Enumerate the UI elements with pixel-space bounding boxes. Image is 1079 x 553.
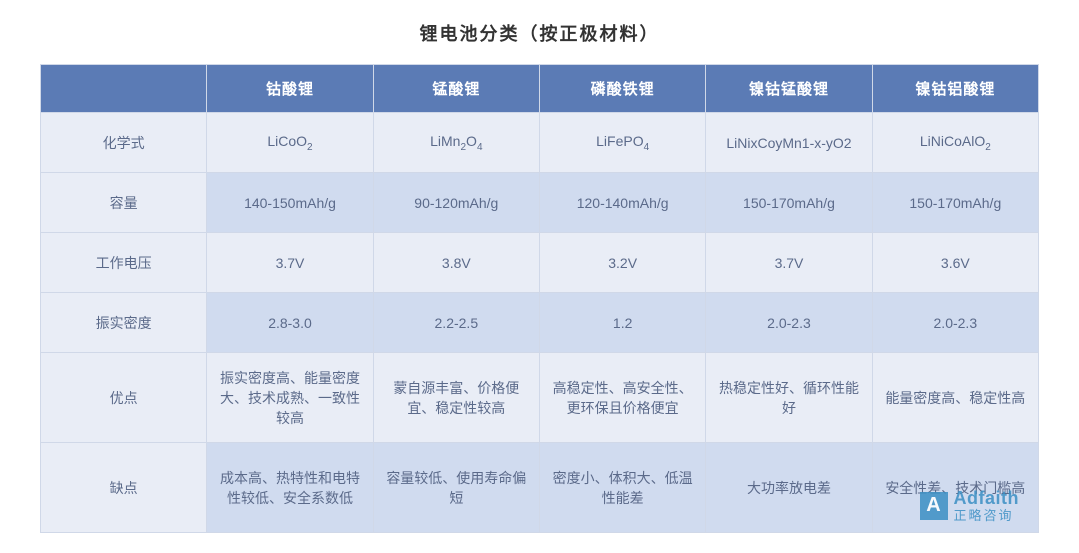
table-row: 容量140-150mAh/g90-120mAh/g120-140mAh/g150… <box>41 173 1039 233</box>
table-cell: 150-170mAh/g <box>872 173 1038 233</box>
row-label: 容量 <box>41 173 207 233</box>
table-cell: 120-140mAh/g <box>539 173 705 233</box>
table-cell: 热稳定性好、循环性能好 <box>706 353 872 443</box>
table-header-row: 钴酸锂 锰酸锂 磷酸铁锂 镍钴锰酸锂 镍钴铝酸锂 <box>41 65 1039 113</box>
table-cell: LiMn2O4 <box>373 113 539 173</box>
row-label: 工作电压 <box>41 233 207 293</box>
table-cell: 140-150mAh/g <box>207 173 373 233</box>
table-cell: 大功率放电差 <box>706 443 872 533</box>
header-col: 磷酸铁锂 <box>539 65 705 113</box>
table-row: 缺点成本高、热特性和电特性较低、安全系数低容量较低、使用寿命偏短密度小、体积大、… <box>41 443 1039 533</box>
table-cell: 2.0-2.3 <box>706 293 872 353</box>
row-label: 缺点 <box>41 443 207 533</box>
header-empty <box>41 65 207 113</box>
table-cell: 2.0-2.3 <box>872 293 1038 353</box>
header-col: 锰酸锂 <box>373 65 539 113</box>
table-row: 工作电压3.7V3.8V3.2V3.7V3.6V <box>41 233 1039 293</box>
table-cell: 高稳定性、高安全性、更环保且价格便宜 <box>539 353 705 443</box>
table-cell: 3.7V <box>706 233 872 293</box>
header-col: 钴酸锂 <box>207 65 373 113</box>
row-label: 振实密度 <box>41 293 207 353</box>
table-cell: LiFePO4 <box>539 113 705 173</box>
row-label: 优点 <box>41 353 207 443</box>
table-cell: 蒙自源丰富、价格便宜、稳定性较高 <box>373 353 539 443</box>
table-cell: 密度小、体积大、低温性能差 <box>539 443 705 533</box>
table-row: 振实密度2.8-3.02.2-2.51.22.0-2.32.0-2.3 <box>41 293 1039 353</box>
table-cell: LiNixCoyMn1-x-yO2 <box>706 113 872 173</box>
table-row: 优点振实密度高、能量密度大、技术成熟、一致性较高蒙自源丰富、价格便宜、稳定性较高… <box>41 353 1039 443</box>
table-cell: 3.8V <box>373 233 539 293</box>
table-cell: 3.6V <box>872 233 1038 293</box>
table-cell: 2.2-2.5 <box>373 293 539 353</box>
page-title: 锂电池分类（按正极材料） <box>40 20 1039 46</box>
table-cell: LiNiCoAlO2 <box>872 113 1038 173</box>
table-row: 化学式LiCoO2LiMn2O4LiFePO4LiNixCoyMn1-x-yO2… <box>41 113 1039 173</box>
header-col: 镍钴锰酸锂 <box>706 65 872 113</box>
battery-table: 钴酸锂 锰酸锂 磷酸铁锂 镍钴锰酸锂 镍钴铝酸锂 化学式LiCoO2LiMn2O… <box>40 64 1039 533</box>
header-col: 镍钴铝酸锂 <box>872 65 1038 113</box>
table-cell: 150-170mAh/g <box>706 173 872 233</box>
table-cell: 容量较低、使用寿命偏短 <box>373 443 539 533</box>
table-cell: 3.7V <box>207 233 373 293</box>
table-cell: 3.2V <box>539 233 705 293</box>
table-cell: 成本高、热特性和电特性较低、安全系数低 <box>207 443 373 533</box>
table-cell: 安全性差、技术门槛高 <box>872 443 1038 533</box>
table-cell: LiCoO2 <box>207 113 373 173</box>
table-cell: 能量密度高、稳定性高 <box>872 353 1038 443</box>
table-cell: 90-120mAh/g <box>373 173 539 233</box>
table-cell: 2.8-3.0 <box>207 293 373 353</box>
table-cell: 1.2 <box>539 293 705 353</box>
row-label: 化学式 <box>41 113 207 173</box>
table-cell: 振实密度高、能量密度大、技术成熟、一致性较高 <box>207 353 373 443</box>
